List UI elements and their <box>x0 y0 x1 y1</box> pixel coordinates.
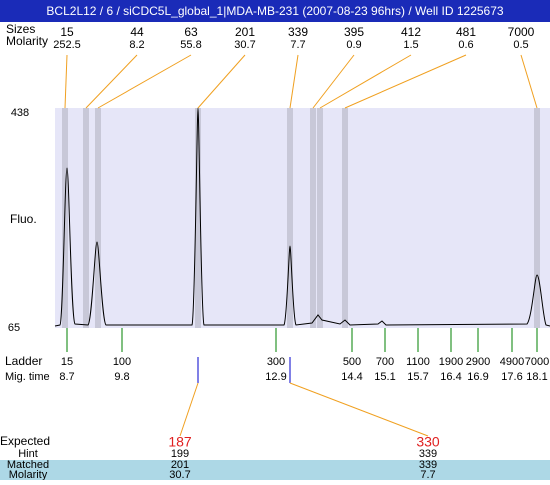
ladder-mig: 18.1 <box>526 371 547 383</box>
peak-size: 339 <box>288 25 308 39</box>
peak-connector <box>312 54 355 109</box>
ladder-size: 500 <box>343 356 361 368</box>
peak-band <box>83 108 89 328</box>
ladder-mig: 15.7 <box>407 371 428 383</box>
peak-molarity: 1.5 <box>403 39 418 51</box>
peak-molarity: 252.5 <box>53 39 81 51</box>
peak-band <box>317 108 323 328</box>
ladder-mig: 9.8 <box>114 371 129 383</box>
y-top-label: 438 <box>11 107 29 119</box>
peak-connector <box>520 54 538 109</box>
ladder-size: 7000 <box>525 356 549 368</box>
peak-connector <box>85 54 138 109</box>
molarity-value: 7.7 <box>420 469 435 480</box>
peak-connector <box>289 54 299 109</box>
peak-size: 481 <box>456 25 476 39</box>
matched-label: Matched <box>7 459 49 471</box>
hint-label: Hint <box>18 448 38 460</box>
peak-molarity: 30.7 <box>234 39 255 51</box>
molarity-label: Molarity <box>6 34 48 48</box>
peak-molarity: 0.5 <box>513 39 528 51</box>
ladder-mig: 14.4 <box>341 371 362 383</box>
peak-connector <box>344 54 467 109</box>
mig-time-label: Mig. time <box>5 371 50 383</box>
peak-band <box>95 108 101 328</box>
peak-molarity: 7.7 <box>290 39 305 51</box>
ladder-mig: 12.9 <box>265 371 286 383</box>
ladder-size: 1900 <box>439 356 463 368</box>
peak-size: 63 <box>184 25 198 39</box>
ladder-mig: 16.4 <box>440 371 461 383</box>
header-bar <box>0 0 550 22</box>
peak-molarity: 55.8 <box>180 39 201 51</box>
ladder-mig: 15.1 <box>374 371 395 383</box>
header-title: BCL2L12 / 6 / siCDC5L_global_1|MDA-MB-23… <box>46 4 503 18</box>
peak-molarity: 0.6 <box>458 39 473 51</box>
y-bottom-label: 65 <box>8 322 20 334</box>
peak-band <box>342 108 348 328</box>
peak-size: 44 <box>130 25 144 39</box>
peak-band <box>287 108 293 328</box>
peak-connector <box>64 54 68 109</box>
peak-size: 395 <box>344 25 364 39</box>
peak-band <box>195 108 201 328</box>
peak-size: 412 <box>401 25 421 39</box>
peak-size: 201 <box>235 25 255 39</box>
expected-value: 330 <box>416 434 440 450</box>
ladder-size: 700 <box>376 356 394 368</box>
peak-size: 7000 <box>508 25 535 39</box>
molarity-value: 30.7 <box>169 469 190 480</box>
hint-value: 199 <box>171 448 189 460</box>
ladder-label: Ladder <box>5 354 42 368</box>
peak-connector <box>197 54 246 109</box>
expected-value: 187 <box>168 434 192 450</box>
peak-size: 15 <box>60 25 74 39</box>
ladder-size: 300 <box>267 356 285 368</box>
matched-value: 201 <box>171 459 189 471</box>
peak-molarity: 0.9 <box>346 39 361 51</box>
ladder-size: 15 <box>61 356 73 368</box>
plot-area <box>55 108 550 328</box>
ladder-size: 1100 <box>406 356 430 368</box>
expected-connector <box>289 382 429 437</box>
matched-band-left <box>0 460 55 480</box>
hint-value: 339 <box>419 448 437 460</box>
ladder-mig: 8.7 <box>59 371 74 383</box>
peak-molarity: 8.2 <box>129 39 144 51</box>
sizes-label: Sizes <box>6 22 35 36</box>
ladder-size: 4900 <box>500 356 524 368</box>
peak-band <box>310 108 316 328</box>
matched-band <box>55 460 550 480</box>
peak-connector <box>319 54 412 109</box>
ladder-mig: 16.9 <box>467 371 488 383</box>
ladder-size: 100 <box>113 356 131 368</box>
ladder-size: 2900 <box>466 356 490 368</box>
peak-connector <box>97 54 192 109</box>
expected-connector <box>179 382 199 437</box>
ladder-mig: 17.6 <box>501 371 522 383</box>
peak-band <box>534 108 540 328</box>
expected-label: Expected <box>0 434 50 448</box>
y-axis-label: Fluo. <box>10 212 37 226</box>
trace <box>54 107 550 327</box>
expected-molarity-label: Molarity <box>9 469 48 480</box>
matched-value: 339 <box>419 459 437 471</box>
